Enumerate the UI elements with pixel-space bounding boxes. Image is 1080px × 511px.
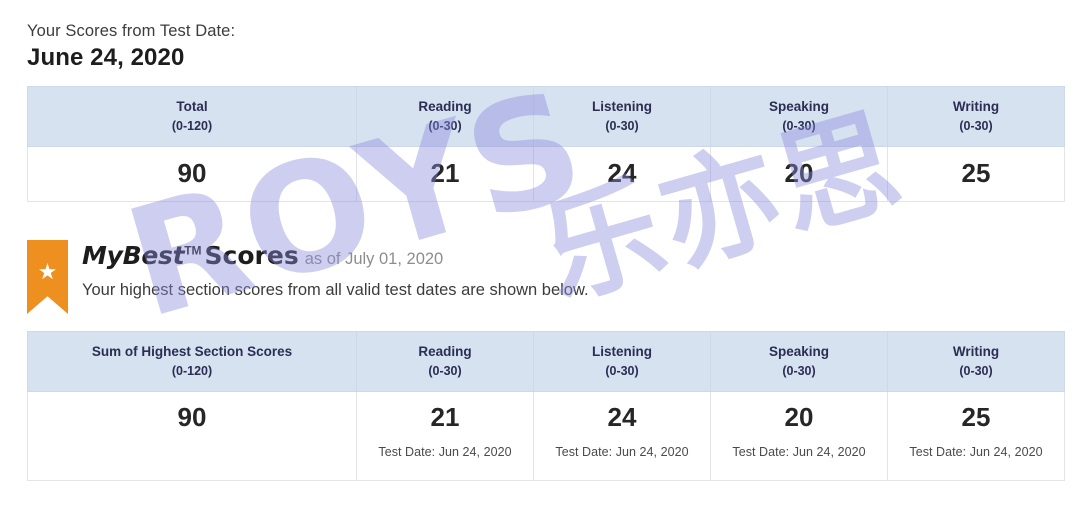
score-value: 25	[961, 158, 991, 189]
column-header-label: Sum of Highest Section Scores	[91, 344, 293, 359]
column-header-label: Reading	[418, 99, 472, 114]
column-header-label: Speaking	[768, 344, 830, 359]
column-header-speaking: Speaking (0-30)	[710, 86, 888, 147]
test-date-score-table: Total (0-120) Reading (0-30) Listening (…	[27, 86, 1065, 202]
score-cell-total: 90	[27, 145, 357, 202]
score-cell-writing: 25	[887, 145, 1065, 202]
column-header-range: (0-30)	[959, 118, 993, 133]
column-header-speaking: Speaking (0-30)	[710, 331, 888, 392]
table-header-row: Total (0-120) Reading (0-30) Listening (…	[27, 86, 1065, 147]
mybest-cell-speaking: 20 Test Date: Jun 24, 2020	[710, 390, 888, 481]
table-row: 90 21 Test Date: Jun 24, 2020 24 Test Da…	[27, 390, 1065, 481]
column-header-range: (0-30)	[605, 363, 639, 378]
column-header-label: Writing	[952, 344, 1000, 359]
test-date-label: Test Date: Jun 24, 2020	[555, 444, 689, 459]
mybest-scores-header: ★ MyBestTM Scores as of July 01, 2020 Your…	[27, 240, 589, 314]
score-value: 20	[784, 158, 814, 189]
column-header-reading: Reading (0-30)	[356, 86, 534, 147]
column-header-range: (0-30)	[782, 118, 816, 133]
test-date-title: June 24, 2020	[27, 44, 185, 71]
column-header-label: Speaking	[768, 99, 830, 114]
test-date-label: Test Date: Jun 24, 2020	[378, 444, 512, 459]
mybest-cell-writing: 25 Test Date: Jun 24, 2020	[887, 390, 1065, 481]
mybest-score-table: Sum of Highest Section Scores (0-120) Re…	[27, 331, 1065, 481]
column-header-writing: Writing (0-30)	[887, 331, 1065, 392]
mybest-as-of-date: as of July 01, 2020	[304, 250, 444, 268]
mybest-scores-word: Scores	[204, 241, 299, 270]
mybest-title: MyBestTM Scores as of July 01, 2020	[82, 241, 589, 271]
mybest-brand: MyBest	[82, 241, 185, 270]
test-date-label: Test Date: Jun 24, 2020	[732, 444, 866, 459]
column-header-range: (0-30)	[782, 363, 816, 378]
table-header-row: Sum of Highest Section Scores (0-120) Re…	[27, 331, 1065, 392]
column-header-reading: Reading (0-30)	[356, 331, 534, 392]
column-header-range: (0-30)	[428, 118, 462, 133]
column-header-label: Reading	[418, 344, 472, 359]
column-header-label: Listening	[592, 99, 652, 114]
mybest-subtitle: Your highest section scores from all val…	[82, 280, 589, 299]
column-header-writing: Writing (0-30)	[887, 86, 1065, 147]
column-header-range: (0-120)	[171, 363, 213, 378]
trademark-symbol: TM	[184, 243, 202, 258]
score-cell-reading: 21	[356, 145, 534, 202]
score-value: 21	[430, 158, 460, 189]
score-value: 24	[607, 158, 637, 189]
column-header-range: (0-30)	[428, 363, 462, 378]
column-header-range: (0-120)	[171, 118, 213, 133]
score-cell-speaking: 20	[710, 145, 888, 202]
score-value: 20	[784, 401, 814, 432]
score-value: 21	[430, 401, 460, 432]
column-header-listening: Listening (0-30)	[533, 331, 711, 392]
mybest-cell-listening: 24 Test Date: Jun 24, 2020	[533, 390, 711, 481]
score-value: 90	[177, 401, 207, 432]
column-header-range: (0-30)	[605, 118, 639, 133]
star-icon: ★	[37, 259, 58, 284]
mybest-header-text: MyBestTM Scores as of July 01, 2020 Your h…	[82, 240, 589, 300]
score-value: 24	[607, 401, 637, 432]
column-header-sum-of-highest: Sum of Highest Section Scores (0-120)	[27, 331, 357, 392]
table-row: 90 21 24 20 25	[27, 145, 1065, 202]
column-header-range: (0-30)	[959, 363, 993, 378]
column-header-label: Total	[176, 99, 208, 114]
ribbon-star-badge-icon: ★	[27, 240, 68, 314]
test-date-kicker: Your Scores from Test Date:	[27, 22, 236, 40]
column-header-label: Writing	[952, 99, 1000, 114]
test-date-label: Test Date: Jun 24, 2020	[909, 444, 1043, 459]
column-header-label: Listening	[592, 344, 652, 359]
mybest-cell-reading: 21 Test Date: Jun 24, 2020	[356, 390, 534, 481]
score-cell-listening: 24	[533, 145, 711, 202]
column-header-listening: Listening (0-30)	[533, 86, 711, 147]
mybest-cell-sum: 90	[27, 390, 357, 481]
score-value: 25	[961, 401, 991, 432]
score-value: 90	[177, 158, 207, 189]
column-header-total: Total (0-120)	[27, 86, 357, 147]
